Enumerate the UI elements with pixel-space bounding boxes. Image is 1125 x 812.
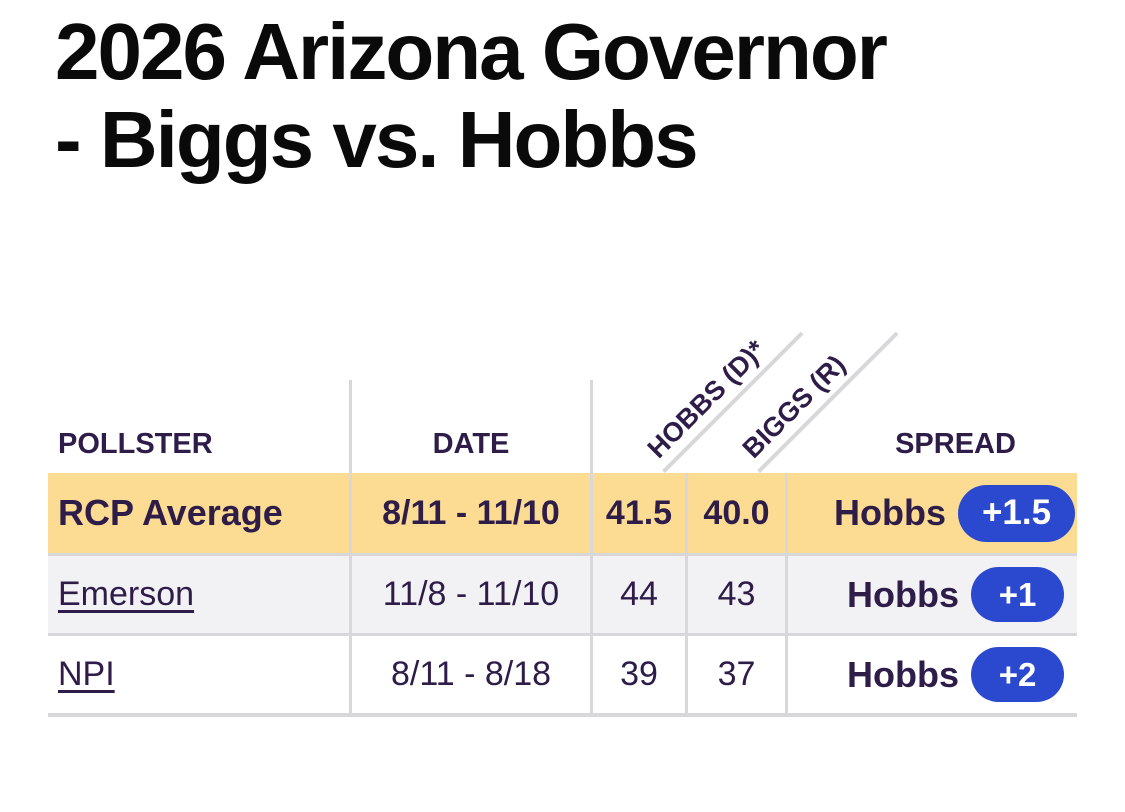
pollster-cell: Emerson xyxy=(48,556,352,633)
column-header-pollster-label: POLLSTER xyxy=(58,428,213,460)
table-row-rcp-average: RCP Average 8/11 - 11/10 41.5 40.0 Hobbs… xyxy=(48,473,1077,553)
spread-margin-badge: +1 xyxy=(971,567,1064,622)
column-header-spread: SPREAD xyxy=(788,380,1077,473)
hobbs-value: 39 xyxy=(620,655,658,693)
spread-margin-badge: +1.5 xyxy=(958,484,1075,542)
biggs-value-cell: 40.0 xyxy=(688,473,788,553)
column-header-date: DATE xyxy=(352,380,593,473)
table-row-emerson: Emerson 11/8 - 11/10 44 43 Hobbs +1 xyxy=(48,553,1077,633)
biggs-value: 37 xyxy=(717,655,756,693)
column-header-spread-label: SPREAD xyxy=(895,428,1016,460)
pollster-link[interactable]: Emerson xyxy=(58,575,195,613)
spread-cell: Hobbs +1.5 xyxy=(788,473,1077,553)
date-range: 11/8 - 11/10 xyxy=(382,575,560,613)
hobbs-value-cell: 41.5 xyxy=(593,473,688,553)
pollster-link[interactable]: NPI xyxy=(58,655,115,693)
date-cell: 8/11 - 11/10 xyxy=(352,473,593,553)
hobbs-value-cell: 39 xyxy=(593,636,688,713)
page-title-line1: 2026 Arizona Governor xyxy=(55,7,888,96)
biggs-value: 40.0 xyxy=(703,493,770,532)
table-row-npi: NPI 8/11 - 8/18 39 37 Hobbs +2 xyxy=(48,633,1077,717)
biggs-value-cell: 43 xyxy=(688,556,788,633)
pollster-cell: RCP Average xyxy=(48,473,352,553)
pollster-cell: NPI xyxy=(48,636,352,713)
hobbs-value: 41.5 xyxy=(605,493,673,532)
pollster-name: RCP Average xyxy=(58,492,283,533)
spread-leader: Hobbs xyxy=(847,573,959,615)
date-cell: 11/8 - 11/10 xyxy=(352,556,593,633)
column-header-pollster: POLLSTER xyxy=(48,380,352,473)
page-title-line2: - Biggs vs. Hobbs xyxy=(55,95,699,184)
date-range: 8/11 - 8/18 xyxy=(390,655,552,693)
polls-table: HOBBS (D)* BIGGS (R) POLLSTER DATE SPREA… xyxy=(48,307,1077,717)
biggs-value: 43 xyxy=(717,575,756,613)
hobbs-value-cell: 44 xyxy=(593,556,688,633)
spread-cell: Hobbs +2 xyxy=(788,636,1077,713)
column-header-date-label: DATE xyxy=(432,428,510,460)
spread-leader: Hobbs xyxy=(847,653,959,695)
spread-cell: Hobbs +1 xyxy=(788,556,1077,633)
page-title: 2026 Arizona Governor - Biggs vs. Hobbs xyxy=(55,8,1075,184)
table-header-row: POLLSTER DATE SPREAD xyxy=(48,380,1077,473)
date-cell: 8/11 - 8/18 xyxy=(352,636,593,713)
spread-margin-badge: +2 xyxy=(971,647,1064,702)
date-range: 8/11 - 11/10 xyxy=(382,493,560,532)
biggs-value-cell: 37 xyxy=(688,636,788,713)
hobbs-value: 44 xyxy=(620,575,658,613)
spread-leader: Hobbs xyxy=(834,492,946,533)
